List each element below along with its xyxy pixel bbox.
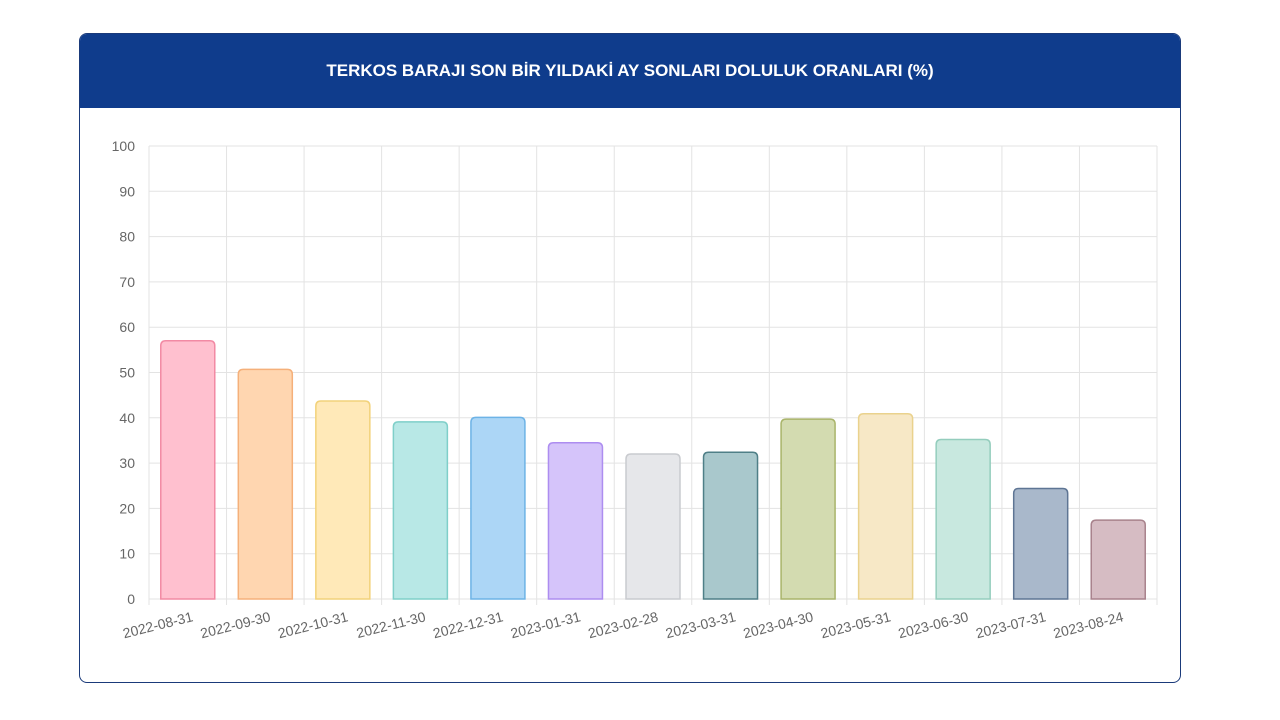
bar-chart: 0 10 20 30 40 50 60 70 80 90 100 2022-08-31 2022-09-… [112, 138, 1158, 641]
chart-header: TERKOS BARAJI SON BİR YILDAKİ AY SONLARI… [80, 34, 1180, 108]
chart-card: TERKOS BARAJI SON BİR YILDAKİ AY SONLARI… [79, 33, 1181, 683]
bar [1012, 487, 1069, 600]
x-tick-label: 2023-01-31 [509, 608, 583, 641]
bar [1090, 519, 1146, 600]
bar [470, 416, 526, 600]
y-tick-label: 50 [119, 365, 135, 381]
bar [935, 438, 991, 600]
y-tick-label: 100 [112, 138, 136, 154]
y-tick-label: 70 [119, 274, 135, 290]
bar [625, 453, 681, 600]
y-tick-label: 30 [119, 455, 135, 471]
bar [780, 418, 836, 600]
x-tick-label: 2022-12-31 [431, 608, 505, 641]
x-tick-label: 2022-09-30 [199, 608, 273, 641]
bar [237, 368, 294, 600]
x-tick-label: 2022-08-31 [121, 608, 195, 641]
x-tick-label: 2023-05-31 [819, 608, 893, 641]
x-tick-label: 2023-02-28 [586, 608, 660, 641]
y-tick-label: 80 [119, 229, 135, 245]
y-tick-label: 10 [119, 546, 135, 562]
bar [392, 421, 449, 600]
bar [547, 441, 604, 600]
chart-area: 0 10 20 30 40 50 60 70 80 90 100 2022-08-31 2022-09-… [80, 108, 1180, 682]
y-tick-label: 90 [119, 183, 135, 199]
y-tick-label: 60 [119, 319, 135, 335]
bar [160, 340, 216, 600]
x-tick-label: 2023-08-24 [1052, 608, 1126, 641]
x-tick-label: 2022-11-30 [355, 608, 428, 641]
chart-title: TERKOS BARAJI SON BİR YILDAKİ AY SONLARI… [326, 61, 934, 80]
bar [315, 400, 371, 600]
x-tick-label: 2022-10-31 [276, 608, 350, 641]
y-tick-label: 0 [127, 591, 135, 607]
bar [702, 451, 759, 600]
x-tick-label: 2023-04-30 [741, 608, 815, 641]
x-tick-label: 2023-07-31 [974, 608, 1048, 641]
bar [857, 412, 914, 600]
x-tick-label: 2023-03-31 [664, 608, 738, 641]
y-tick-label: 20 [119, 500, 135, 516]
x-tick-label: 2023-06-30 [897, 608, 971, 641]
y-tick-label: 40 [119, 410, 135, 426]
